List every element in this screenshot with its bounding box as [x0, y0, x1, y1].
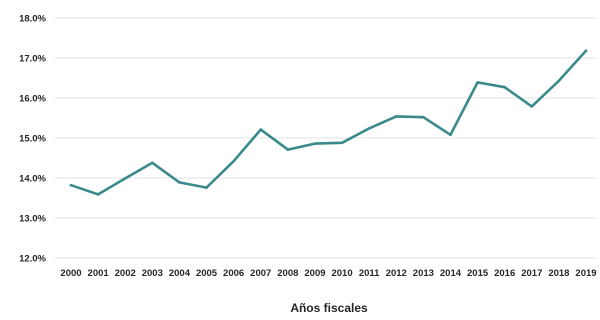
- gridlines: [54, 17, 596, 259]
- x-tick-label: 2014: [440, 268, 462, 279]
- data-point: [313, 142, 317, 145]
- data-point: [123, 177, 127, 180]
- x-axis-title: Años fiscales: [290, 301, 368, 315]
- x-tick-label: 2006: [223, 268, 244, 279]
- data-point: [178, 181, 181, 184]
- y-tick-label: 17.0%: [19, 54, 46, 65]
- data-point: [503, 85, 506, 89]
- x-tick-label: 2000: [60, 268, 81, 279]
- data-point: [367, 127, 371, 130]
- series-line: [69, 49, 588, 196]
- x-tick-label: 2011: [359, 268, 380, 279]
- data-point: [394, 115, 398, 118]
- data-point: [259, 128, 263, 131]
- data-point: [69, 183, 73, 187]
- data-point: [232, 159, 235, 163]
- data-series: [69, 49, 588, 196]
- data-point: [530, 105, 534, 108]
- x-tick-label: 2018: [548, 268, 569, 279]
- x-tick-label: 2017: [521, 268, 542, 279]
- y-tick-label: 12.0%: [19, 254, 46, 265]
- y-axis-tick-labels: 12.0% 13.0% 14.0% 15.0% 16.0% 17.0% 18.0%: [19, 14, 46, 265]
- data-point: [340, 141, 344, 145]
- x-tick-label: 2004: [169, 268, 191, 279]
- x-tick-label: 2008: [277, 268, 298, 279]
- data-point: [584, 49, 588, 53]
- y-tick-label: 18.0%: [19, 14, 46, 25]
- data-point: [476, 81, 479, 84]
- x-tick-label: 2019: [575, 268, 596, 279]
- y-tick-label: 13.0%: [19, 214, 46, 225]
- x-tick-label: 2007: [250, 268, 271, 279]
- x-tick-label: 2009: [304, 268, 325, 279]
- y-tick-label: 15.0%: [19, 134, 46, 145]
- data-point: [205, 186, 208, 189]
- data-point: [449, 133, 452, 137]
- x-tick-label: 2005: [196, 268, 218, 279]
- x-axis-tick-labels: 2000 2001 2002 2003 2004 2005 2006 2007 2008 2009…: [60, 268, 596, 279]
- data-point: [286, 148, 290, 151]
- x-tick-label: 2002: [115, 268, 136, 279]
- x-tick-label: 2013: [413, 268, 434, 279]
- data-point: [422, 115, 425, 119]
- data-point: [151, 161, 154, 165]
- x-tick-label: 2003: [142, 268, 163, 279]
- y-tick-label: 14.0%: [19, 174, 46, 185]
- y-tick-label: 16.0%: [19, 94, 46, 105]
- x-tick-label: 2010: [331, 268, 352, 279]
- x-tick-label: 2012: [386, 268, 407, 279]
- x-tick-label: 2015: [467, 268, 489, 279]
- data-point: [96, 193, 100, 196]
- x-tick-label: 2016: [494, 268, 515, 279]
- x-tick-label: 2001: [88, 268, 110, 279]
- data-point: [557, 79, 561, 83]
